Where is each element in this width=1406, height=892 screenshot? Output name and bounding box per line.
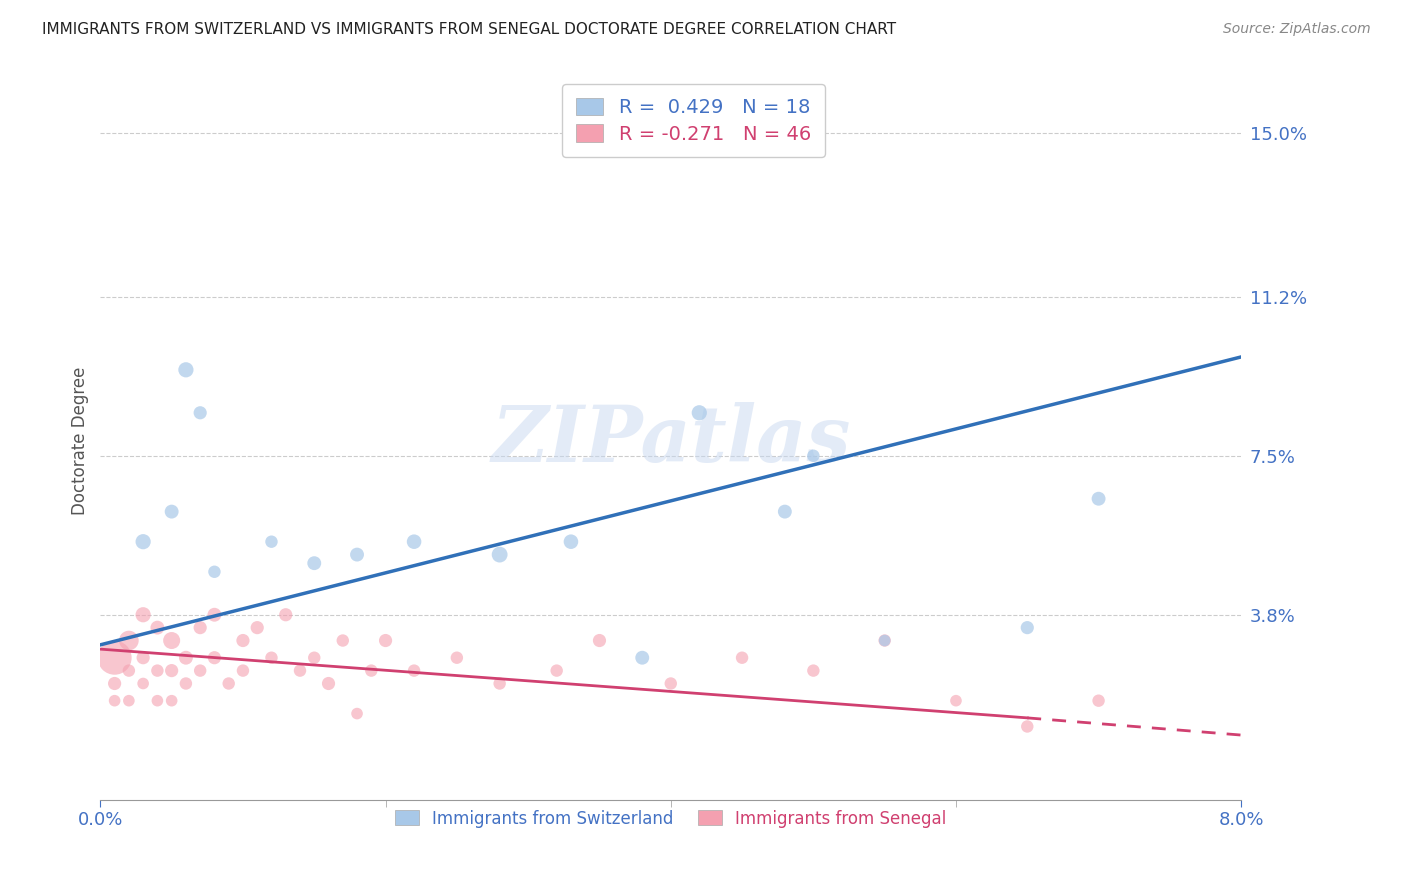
Point [174,650,197,665]
Point [404,534,426,549]
Point [104,694,127,708]
Point [246,621,269,635]
Point [160,664,183,678]
Point [232,664,254,678]
Point [488,676,510,690]
Point [873,633,896,648]
Point [374,633,396,648]
Point [132,607,155,622]
Point [873,633,896,648]
Point [546,664,568,678]
Point [1017,621,1039,635]
Point [146,664,169,678]
Point [332,633,354,648]
Point [688,406,710,420]
Point [288,664,311,678]
Point [174,363,197,377]
Point [118,633,141,648]
Point [204,607,226,622]
Point [1017,719,1039,733]
Point [1087,694,1109,708]
Point [188,621,211,635]
Point [104,676,127,690]
Point [318,676,340,690]
Point [188,664,211,678]
Point [118,664,141,678]
Point [304,556,326,570]
Point [160,694,183,708]
Point [560,534,582,549]
Point [274,607,297,622]
Point [404,664,426,678]
Point [446,650,468,665]
Text: ZIPatlas: ZIPatlas [491,402,851,479]
Point [146,694,169,708]
Point [488,548,510,562]
Point [132,534,155,549]
Point [588,633,610,648]
Point [160,505,183,519]
Legend: Immigrants from Switzerland, Immigrants from Senegal: Immigrants from Switzerland, Immigrants … [388,803,953,834]
Point [204,650,226,665]
Point [659,676,682,690]
Point [146,621,169,635]
Point [218,676,240,690]
Point [204,565,226,579]
Point [260,534,283,549]
Point [104,650,127,665]
Point [188,406,211,420]
Point [304,650,326,665]
Point [118,694,141,708]
Point [731,650,754,665]
Point [232,633,254,648]
Point [801,664,824,678]
Point [346,548,368,562]
Point [346,706,368,721]
Point [260,650,283,665]
Point [631,650,654,665]
Point [1087,491,1109,506]
Point [132,650,155,665]
Point [945,694,967,708]
Point [773,505,796,519]
Point [132,676,155,690]
Y-axis label: Doctorate Degree: Doctorate Degree [72,367,89,515]
Point [174,676,197,690]
Text: Source: ZipAtlas.com: Source: ZipAtlas.com [1223,22,1371,37]
Text: IMMIGRANTS FROM SWITZERLAND VS IMMIGRANTS FROM SENEGAL DOCTORATE DEGREE CORRELAT: IMMIGRANTS FROM SWITZERLAND VS IMMIGRANT… [42,22,896,37]
Point [160,633,183,648]
Point [801,449,824,463]
Point [360,664,382,678]
